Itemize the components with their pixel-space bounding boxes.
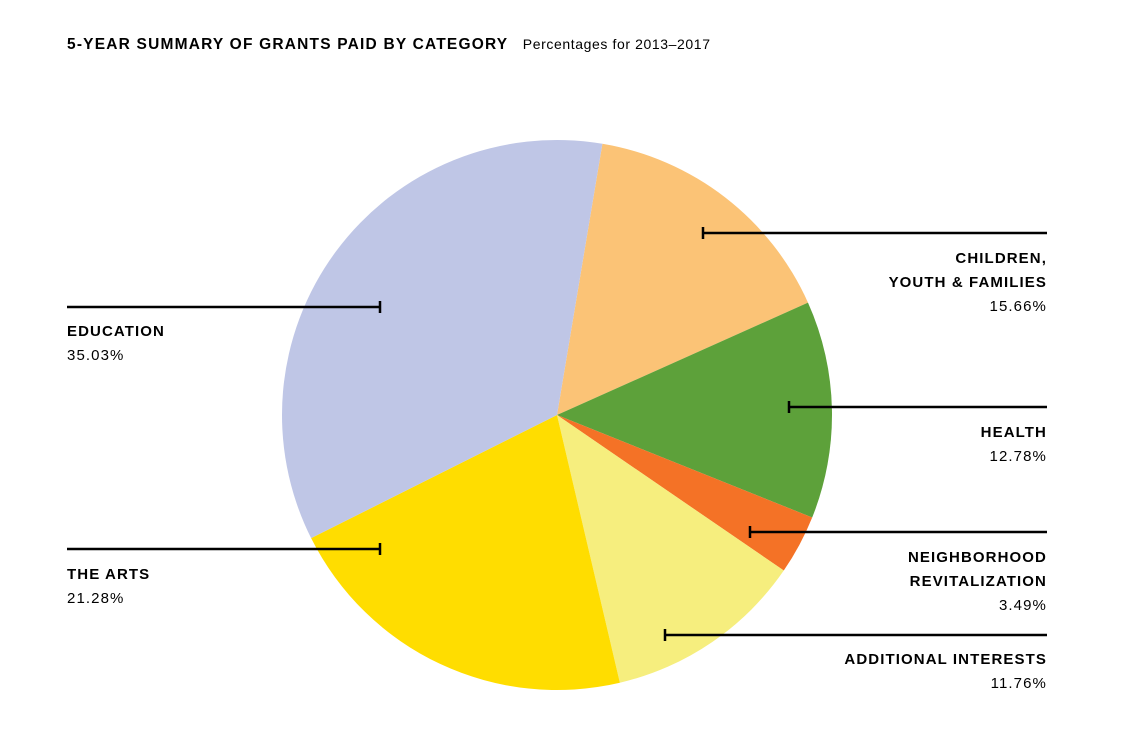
slice-value-education: 35.03% [67, 347, 125, 364]
slice-label-additional: ADDITIONAL INTERESTS 11.76% [844, 648, 1047, 696]
leader-lines [67, 227, 1047, 641]
slice-label-children: CHILDREN, YOUTH & FAMILIES 15.66% [889, 247, 1047, 319]
pie-slice-education [281, 140, 603, 539]
slice-name-children: CHILDREN, [955, 250, 1047, 267]
pie-slice-arts [311, 415, 620, 691]
slice-value-arts: 21.28% [67, 590, 125, 607]
pie-slice-neighborhood [557, 415, 813, 571]
slice-name-health: HEALTH [980, 424, 1047, 441]
pie-slice-additional [557, 415, 784, 683]
slice-label-health: HEALTH 12.78% [981, 421, 1047, 469]
chart-title: 5-YEAR SUMMARY OF GRANTS PAID BY CATEGOR… [67, 36, 509, 53]
slice-name-arts: THE ARTS [67, 566, 151, 583]
slice-name-education: EDUCATION [67, 323, 165, 340]
pie-slices [281, 140, 833, 691]
slice-label-education: EDUCATION 35.03% [67, 320, 165, 368]
slice-name-additional: ADDITIONAL INTERESTS [844, 651, 1047, 668]
slice-value-children: 15.66% [989, 298, 1047, 315]
slice-value-health: 12.78% [989, 448, 1047, 465]
slice-name-children: YOUTH & FAMILIES [888, 274, 1047, 291]
slice-value-additional: 11.76% [990, 675, 1047, 692]
chart-subtitle: Percentages for 2013–2017 [522, 36, 711, 52]
slice-name-neighborhood: REVITALIZATION [909, 573, 1047, 590]
slice-name-neighborhood: NEIGHBORHOOD [907, 549, 1047, 566]
slice-label-arts: THE ARTS 21.28% [67, 563, 150, 611]
chart-header: 5-YEAR SUMMARY OF GRANTS PAID BY CATEGOR… [67, 36, 711, 54]
pie-slice-health [557, 302, 833, 518]
pie-slice-children [557, 143, 808, 415]
slice-value-neighborhood: 3.49% [998, 597, 1047, 614]
slice-label-neighborhood: NEIGHBORHOOD REVITALIZATION 3.49% [908, 546, 1047, 618]
